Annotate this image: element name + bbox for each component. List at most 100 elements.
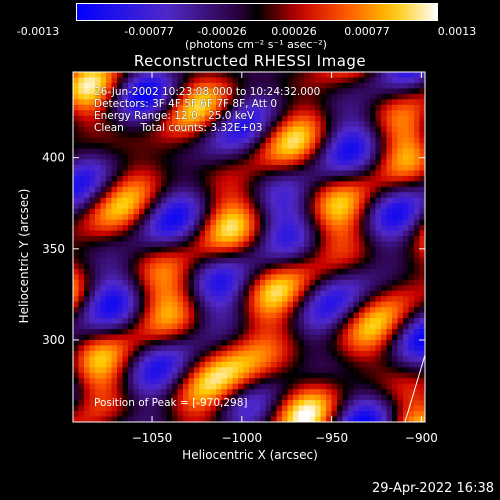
heatmap-cell [205,159,211,166]
heatmap-cell [287,225,294,231]
heatmap-cell [304,383,310,390]
heatmap-cell [359,197,365,204]
heatmap-cell [408,389,415,396]
heatmap-cell [100,361,107,368]
heatmap-cell [320,372,327,379]
heatmap-cell [309,137,316,144]
heatmap-cell [271,356,277,363]
heatmap-cell [122,192,129,199]
heatmap-cell [73,329,79,335]
heatmap-cell [78,159,85,166]
heatmap-cell [188,175,195,182]
heatmap-cell [397,329,404,335]
heatmap-cell [188,350,195,357]
heatmap-cell [265,279,272,286]
heatmap-cell [221,274,228,281]
heatmap-cell [122,378,129,385]
heatmap-cell [326,296,332,303]
heatmap-cell [221,99,228,106]
heatmap-cell [370,164,376,171]
heatmap-cell [386,159,393,166]
heatmap-cell [364,126,371,133]
heatmap-cell [122,99,129,106]
heatmap-cell [386,400,393,406]
heatmap-cell [254,110,261,117]
heatmap-cell [139,268,145,275]
heatmap-cell [128,257,134,264]
heatmap-cell [408,236,415,242]
heatmap-cell [364,241,371,248]
heatmap-cell [276,411,283,417]
heatmap-cell [337,411,343,417]
heatmap-cell [95,312,101,319]
heatmap-cell [155,154,162,160]
heatmap-cell [188,154,195,160]
heatmap-cell [166,181,173,188]
heatmap-cell [282,148,288,155]
heatmap-cell [392,121,398,128]
heatmap-cell [106,367,112,374]
heatmap-cell [144,132,151,139]
heatmap-cell [100,230,107,237]
heatmap-cell [375,372,382,379]
heatmap-cell [337,104,343,111]
heatmap-cell [183,203,189,210]
heatmap-cell [375,104,382,111]
heatmap-cell [331,197,338,204]
heatmap-cell [386,383,393,390]
heatmap-cell [254,296,261,303]
heatmap-cell [419,192,426,199]
heatmap-cell [326,290,332,297]
heatmap-cell [326,274,332,281]
heatmap-cell [78,143,85,149]
heatmap-cell [265,192,272,199]
heatmap-cell [155,394,162,401]
heatmap-cell [348,115,354,122]
heatmap-cell [386,334,393,341]
heatmap-cell [128,121,134,128]
heatmap-cell [199,72,206,78]
heatmap-cell [144,285,151,292]
heatmap-cell [265,268,272,275]
heatmap-cell [221,192,228,199]
heatmap-cell [177,197,184,204]
heatmap-cell [232,88,239,95]
heatmap-cell [348,72,354,78]
heatmap-cell [166,143,173,149]
heatmap-cell [375,367,382,374]
heatmap-cell [386,203,393,210]
heatmap-cell [216,356,222,363]
heatmap-cell [414,99,420,106]
heatmap-cell [309,93,316,100]
heatmap-cell [177,159,184,166]
heatmap-cell [84,389,90,396]
heatmap-cell [128,159,134,166]
heatmap-cell [100,208,107,215]
heatmap-cell [364,175,371,182]
heatmap-cell [122,290,129,297]
heatmap-cell [397,378,404,385]
heatmap-cell [161,356,167,363]
heatmap-cell [89,400,96,406]
colorbar-tick-label: -0.00077 [124,25,174,38]
heatmap-cell [210,197,217,204]
heatmap-cell [227,247,233,253]
heatmap-cell [348,77,354,84]
heatmap-cell [254,236,261,242]
heatmap-cell [133,268,140,275]
heatmap-cell [337,268,343,275]
heatmap-cell [139,175,145,182]
heatmap-cell [205,394,211,401]
heatmap-cell [320,257,327,264]
heatmap-cell [216,350,222,357]
limb-line [404,354,426,423]
heatmap-cell [364,236,371,242]
heatmap-cell [205,389,211,396]
heatmap-cell [320,236,327,242]
heatmap-cell [298,405,305,412]
heatmap-cell [117,339,123,346]
heatmap-cell [304,389,310,396]
heatmap-cell [276,367,283,374]
heatmap-cell [183,247,189,253]
heatmap-cell [155,99,162,106]
